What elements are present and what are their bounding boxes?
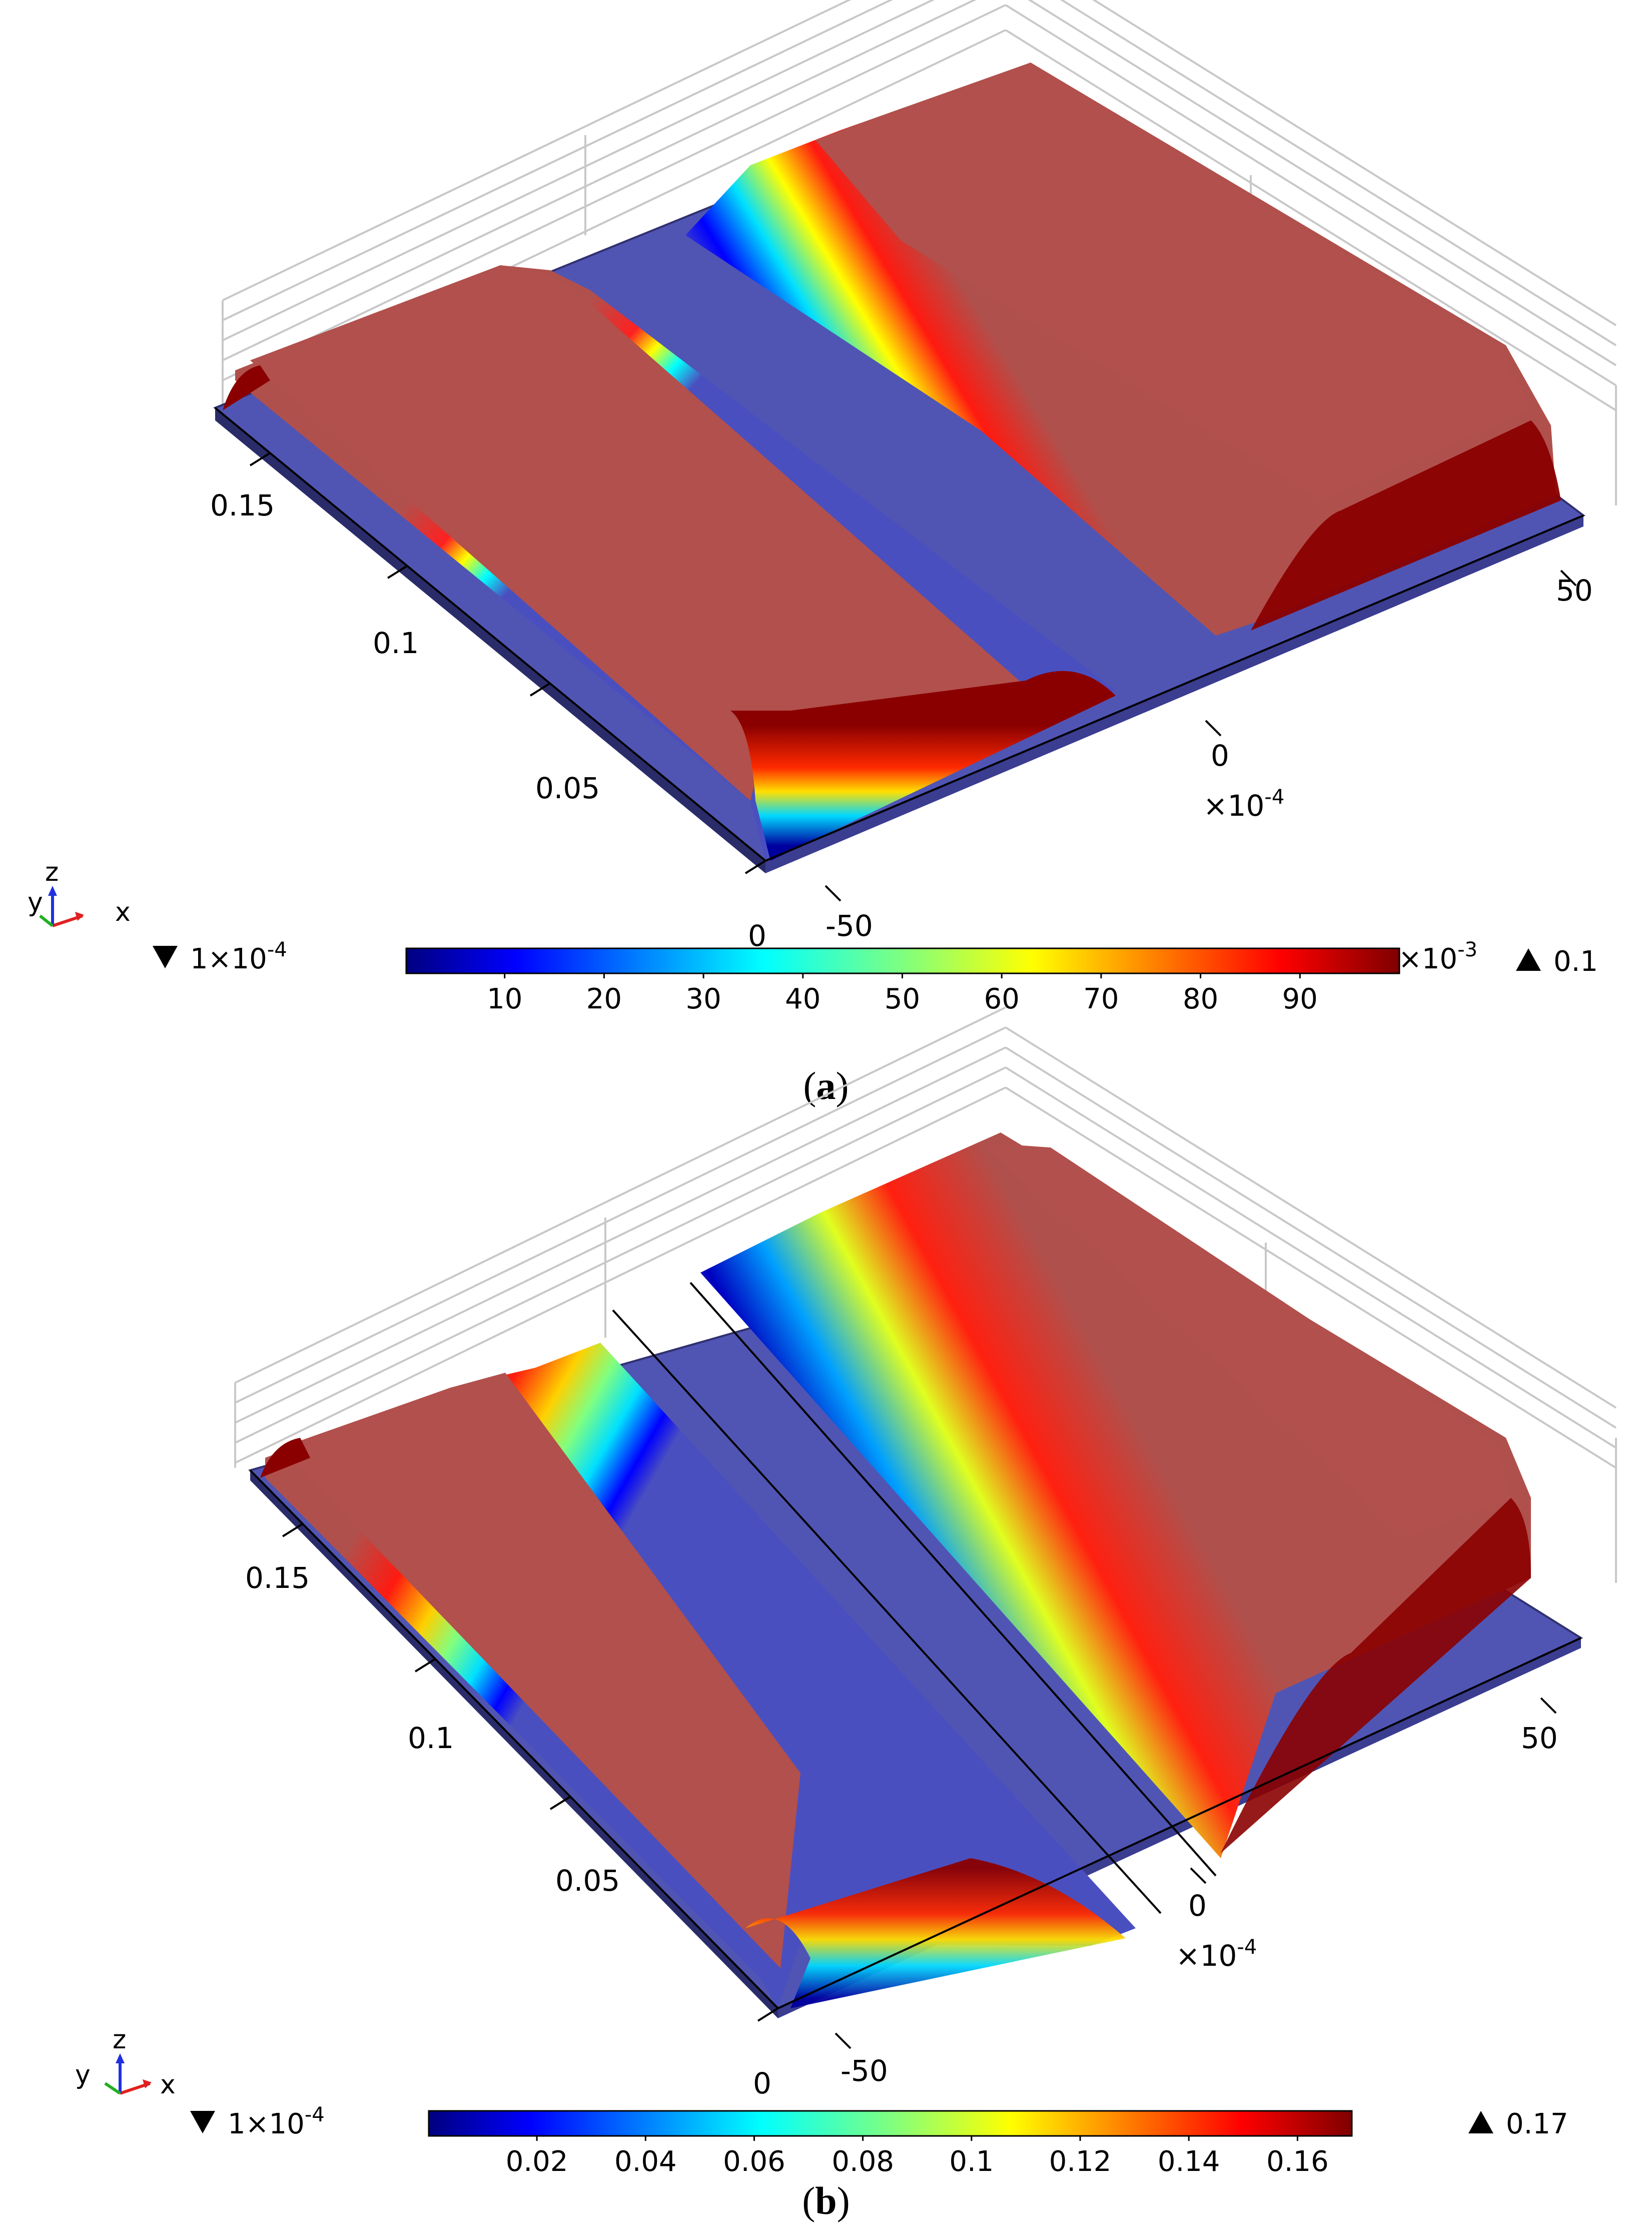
max-label: 0.17: [1506, 2108, 1568, 2140]
grid-lines-b: [234, 1006, 1617, 1583]
colorbar-tick-label: 70: [1083, 983, 1119, 1015]
surface-plot-a: 0.15 0.1 0.05 0 -50 0 50 ×10-4 x z y: [28, 0, 1617, 1015]
triad-z-label: z: [113, 2025, 126, 2055]
colorbar-tick-label: 30: [685, 983, 721, 1015]
y-axis-a: 0.15 0.1 0.05 0: [210, 407, 766, 953]
x-tick-label: -50: [841, 2054, 888, 2088]
triad-y-label: y: [28, 887, 43, 917]
y-tick-label: 0.1: [373, 626, 419, 660]
triad-x-label: x: [115, 897, 131, 927]
x-tick-label: 50: [1521, 1721, 1558, 1755]
axis-triad-a: x z y: [28, 857, 131, 927]
min-label: 1×10-4: [228, 2103, 325, 2140]
min-triangle-icon: [153, 946, 178, 968]
surface-plot-b: 0.15 0.1 0.05 0 -50 0 50 ×10-4 x z y: [75, 1006, 1617, 2178]
min-label: 1×10-4: [190, 938, 287, 975]
interface-line: [612, 1309, 1162, 1914]
colorbar-gradient: [428, 2110, 1353, 2137]
colorbar-tick-label: 0.16: [1266, 2145, 1329, 2178]
colorbar-tick-label: 40: [785, 983, 820, 1015]
colorbar-tick-label: 50: [885, 983, 920, 1015]
triad-y-label: y: [75, 2060, 91, 2090]
y-tick-label: 0.1: [408, 1721, 454, 1755]
triad-x-label: x: [160, 2070, 176, 2100]
x-axis-a: -50 0 50 ×10-4: [765, 514, 1593, 943]
colorbar-tick-label: 0.06: [723, 2145, 785, 2178]
y-tick-label: 0.05: [555, 1864, 620, 1898]
x-axis-b: -50 0 50 ×10-4: [777, 1637, 1581, 2088]
x-tick-label: 0: [1211, 739, 1229, 773]
x-axis-multiplier: ×10-4: [1176, 1936, 1257, 1973]
colorbar-tick-label: 0.1: [949, 2145, 994, 2178]
y-tick-label: 0: [748, 919, 766, 953]
y-axis-b: 0.15 0.1 0.05 0: [245, 1469, 779, 2100]
colorbar-tick-label: 60: [984, 983, 1020, 1015]
colorbar-tick-label: 0.02: [506, 2145, 568, 2178]
max-triangle-icon: [1468, 2111, 1493, 2133]
y-tick-label: 0: [753, 2066, 771, 2100]
y-tick-label: 0.15: [245, 1561, 310, 1595]
min-triangle-icon: [190, 2111, 215, 2133]
caption-b: (b): [802, 2179, 850, 2222]
colorbar-tick-label: 0.08: [832, 2145, 894, 2178]
caption-a: (a): [803, 1064, 849, 1107]
colorbar-tick-label: 0.04: [614, 2145, 677, 2178]
colorbar-tick-label: 80: [1183, 983, 1218, 1015]
x-axis-multiplier: ×10-4: [1203, 786, 1284, 823]
colorbar-a: 10 20 30 40 50 60 70 80 90 ×10-3 1×10-4 0.1: [153, 938, 1598, 1015]
colorbar-b: 0.02 0.04 0.06 0.08 0.1 0.12 0.14 0.16 1×10-4 0…: [190, 2103, 1568, 2178]
interface-line: [689, 1282, 1217, 1877]
x-tick-label: -50: [825, 909, 873, 943]
colorbar-multiplier: ×10-3: [1398, 938, 1477, 975]
grid-lines-a: [222, 0, 1617, 505]
y-tick-label: 0.15: [210, 488, 275, 522]
panel-b: 0.15 0.1 0.05 0 -50 0 50 ×10-4 x z y: [0, 1006, 1652, 2235]
x-tick-label: 50: [1556, 574, 1593, 608]
panel-a: 0.15 0.1 0.05 0 -50 0 50 ×10-4 x z y: [28, 0, 1617, 1107]
y-tick-label: 0.05: [535, 771, 600, 805]
colorbar-tick-label: 20: [586, 983, 622, 1015]
max-triangle-icon: [1516, 948, 1541, 971]
colorbar-tick-label: 90: [1282, 983, 1318, 1015]
colorbar-tick-label: 0.12: [1049, 2145, 1112, 2178]
axis-triad-b: x z y: [75, 2025, 176, 2100]
colorbar-gradient: [405, 947, 1400, 974]
colorbar-tick-label: 0.14: [1158, 2145, 1220, 2178]
surface-ridge-right-b: [700, 1133, 1531, 1858]
triad-z-label: z: [45, 857, 59, 887]
max-label: 0.1: [1553, 945, 1598, 978]
colorbar-tick-label: 10: [487, 983, 522, 1015]
x-tick-label: 0: [1188, 1889, 1207, 1923]
